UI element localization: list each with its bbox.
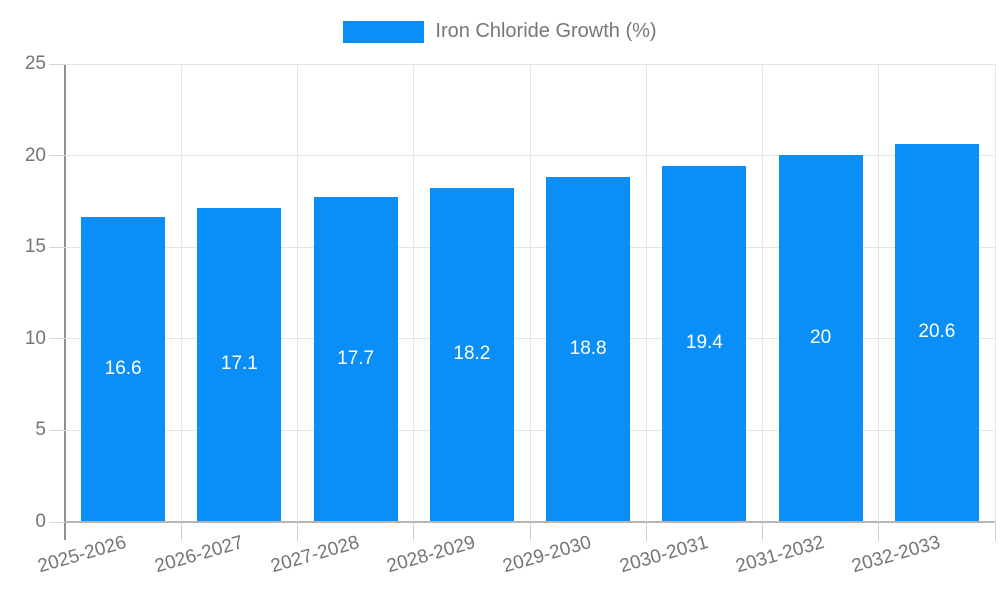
- legend[interactable]: Iron Chloride Growth (%): [0, 20, 1000, 43]
- x-axis-tick: [645, 523, 647, 541]
- x-tick-label: 2031-2032: [733, 532, 827, 578]
- gridline-vertical: [529, 64, 531, 522]
- bar-value-label: 20: [810, 326, 832, 348]
- y-axis-tick: [49, 429, 65, 431]
- x-axis-tick: [180, 523, 182, 541]
- gridline-vertical: [645, 64, 647, 522]
- gridline-vertical: [762, 64, 763, 522]
- gridline-vertical: [297, 64, 298, 522]
- x-axis-tick: [529, 523, 531, 541]
- x-axis-tick: [994, 523, 996, 541]
- y-axis-tick: [49, 155, 65, 157]
- x-tick-label: 2029-2030: [500, 532, 594, 578]
- y-tick-label: 10: [24, 327, 46, 349]
- x-axis-tick: [878, 523, 880, 541]
- bar-value-label: 18.2: [453, 343, 491, 365]
- y-axis-tick: [49, 338, 65, 340]
- y-tick-label: 15: [24, 236, 46, 258]
- x-axis-tick: [297, 523, 298, 541]
- x-tick-label: 2030-2031: [617, 532, 711, 578]
- bar: 18.8: [546, 176, 631, 521]
- x-axis-tick: [413, 523, 415, 541]
- gridline-vertical: [180, 64, 182, 522]
- legend-swatch-icon: [343, 20, 425, 43]
- x-tick-label: 2025-2026: [35, 532, 129, 578]
- plot-area: 0 5 10 15 20 25 16.6 2025-2026 17.1 2026-2027 17.7…: [25, 53, 996, 577]
- y-tick-label: 0: [35, 511, 46, 532]
- x-tick-label: 2026-2027: [152, 532, 246, 578]
- bar-value-label: 17.7: [337, 347, 375, 369]
- bar-value-label: 18.8: [569, 337, 607, 359]
- bar: 20.6: [894, 143, 979, 521]
- x-axis-tick: [762, 523, 763, 541]
- y-axis-tick: [49, 246, 65, 248]
- x-tick-label: 2027-2028: [268, 532, 362, 578]
- y-tick-label: 25: [24, 53, 46, 74]
- y-axis-line: [64, 64, 66, 540]
- x-axis-line: [65, 521, 995, 523]
- bar: 17.1: [197, 207, 282, 521]
- y-axis-tick: [49, 521, 65, 523]
- bar-value-label: 20.6: [918, 321, 956, 343]
- bar: 19.4: [662, 165, 747, 521]
- gridline-vertical: [994, 64, 996, 522]
- bar: 16.6: [81, 216, 166, 521]
- bar: 18.2: [429, 187, 514, 521]
- gridline-vertical: [878, 64, 880, 522]
- x-tick-label: 2032-2033: [849, 532, 943, 578]
- y-axis-tick: [49, 63, 65, 65]
- gridline-vertical: [413, 64, 415, 522]
- x-tick-label: 2028-2029: [384, 532, 478, 578]
- bar: 17.7: [313, 196, 398, 521]
- y-tick-label: 5: [35, 419, 46, 441]
- y-tick-label: 20: [24, 144, 46, 166]
- bar: 20: [778, 154, 863, 521]
- bar-value-label: 19.4: [685, 332, 723, 354]
- bar-value-label: 17.1: [220, 353, 258, 375]
- bar-value-label: 16.6: [104, 357, 142, 379]
- legend-label: Iron Chloride Growth (%): [435, 20, 657, 42]
